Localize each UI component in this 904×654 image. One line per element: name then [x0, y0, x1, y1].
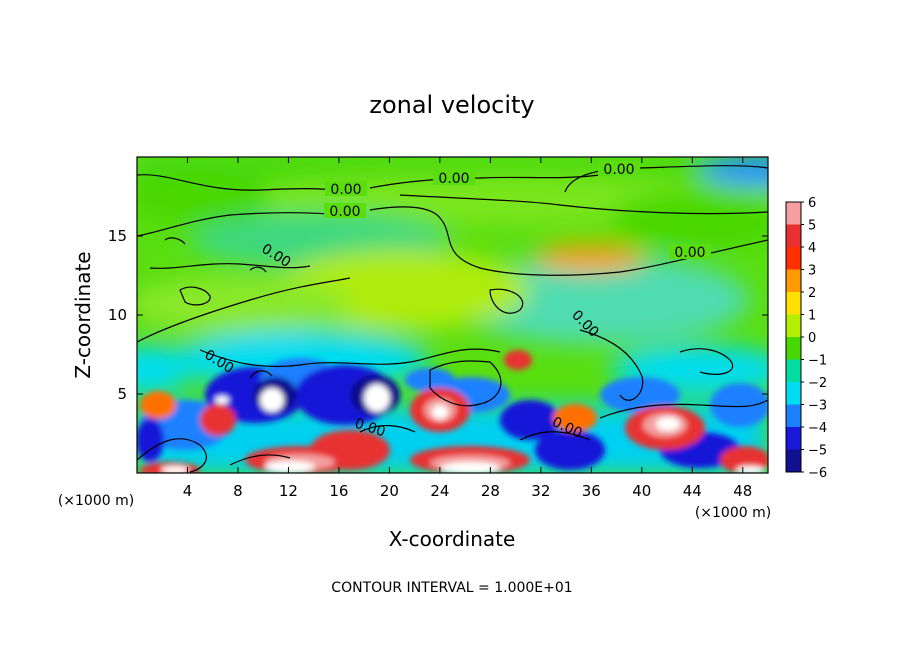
colorbar-swatch	[786, 337, 801, 360]
colorbar-label: −2	[808, 376, 827, 391]
x-tick-label: 20	[380, 482, 399, 500]
x-tick-label: 8	[233, 482, 243, 500]
colorbar-swatch	[786, 202, 801, 225]
x-tick-label: 44	[683, 482, 702, 500]
y-tick-label: 10	[108, 306, 127, 324]
colorbar-swatch	[786, 247, 801, 270]
contour-label: 0.00	[438, 171, 469, 187]
colorbar-swatch	[786, 359, 801, 382]
x-units-label: (×1000 m)	[695, 505, 771, 521]
x-tick-label: 36	[582, 482, 601, 500]
colorbar-label: 3	[808, 264, 816, 279]
contour-label: 0.00	[603, 162, 634, 178]
contour-interval-note: CONTOUR INTERVAL = 1.000E+01	[331, 580, 572, 596]
colorbar-swatch	[786, 269, 801, 292]
colorbar: 6 5 4 3 2 1 0 −1 −2 −3 −4 −5 −6	[785, 196, 827, 481]
colorbar-swatch	[786, 449, 801, 472]
x-tick-label: 16	[329, 482, 348, 500]
colorbar-label: 0	[808, 331, 816, 346]
colorbar-swatch	[786, 382, 801, 405]
heatmap-field	[137, 157, 768, 473]
colorbar-swatch	[786, 427, 801, 450]
contour-label: 0.00	[330, 182, 361, 198]
colorbar-label: −5	[808, 444, 827, 459]
colorbar-label: −1	[808, 354, 827, 369]
contour-lines	[137, 165, 768, 473]
colorbar-swatch	[786, 224, 801, 247]
colorbar-label: 4	[808, 241, 816, 256]
field-smooth-layer	[137, 157, 768, 473]
contour-label: 0.00	[329, 204, 360, 220]
colorbar-label: 6	[808, 196, 816, 211]
y-axis-title: Z-coordinate	[71, 251, 95, 378]
field-detail-layer	[137, 350, 768, 473]
y-tick-label: 5	[117, 385, 127, 403]
chart-title: zonal velocity	[369, 91, 534, 119]
x-tick-label: 40	[632, 482, 651, 500]
y-tick-label: 15	[108, 227, 127, 245]
colorbar-label: −3	[808, 399, 827, 414]
colorbar-swatch	[786, 292, 801, 315]
colorbar-label: 1	[808, 309, 816, 324]
colorbar-label: −6	[808, 466, 827, 481]
x-tick-label: 4	[183, 482, 193, 500]
x-tick-label: 32	[531, 482, 550, 500]
y-axis: 5 10 15	[108, 227, 768, 403]
y-units-label: (×1000 m)	[58, 493, 134, 509]
colorbar-label: −4	[808, 421, 827, 436]
contour-label-backgrounds	[324, 161, 711, 259]
x-tick-label: 12	[279, 482, 298, 500]
x-axis: 4 8 12 16 20 24 28 32 36 40 44 48	[183, 157, 752, 500]
x-tick-label: 28	[481, 482, 500, 500]
colorbar-label: 5	[808, 219, 816, 234]
colorbar-swatch	[786, 404, 801, 427]
x-axis-title: X-coordinate	[389, 527, 516, 551]
x-tick-label: 48	[733, 482, 752, 500]
colorbar-label: 2	[808, 286, 816, 301]
contour-label: 0.00	[674, 245, 705, 261]
colorbar-swatch	[786, 314, 801, 337]
x-tick-label: 24	[430, 482, 449, 500]
